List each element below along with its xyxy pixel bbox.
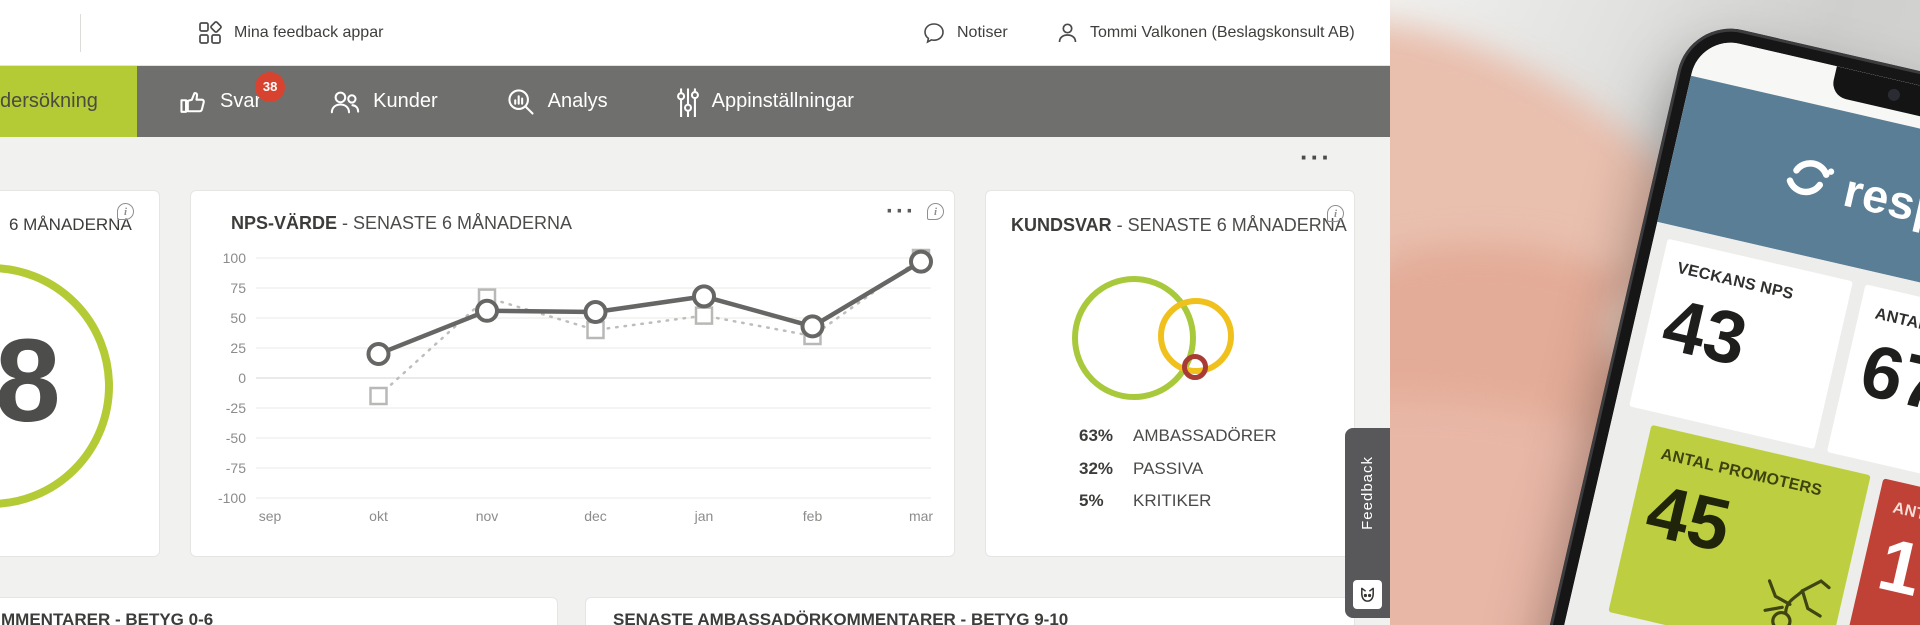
svg-text:75: 75 bbox=[230, 280, 246, 296]
responsr-swirl-icon bbox=[1776, 146, 1839, 213]
main-nav: dersökning Svar 38 bbox=[0, 66, 1390, 137]
nps-chart-card-title: NPS-VÄRDE - SENASTE 6 MÅNADERNA bbox=[231, 213, 572, 234]
user-name-label: Tommi Valkonen (Beslagskonsult AB) bbox=[1090, 24, 1355, 41]
svg-text:dec: dec bbox=[584, 508, 607, 524]
critic-comments-card-title: MMENTARER - BETYG 0-6 bbox=[1, 610, 214, 625]
ambassador-comments-card-title: SENASTE AMBASSADÖRKOMMENTARER - BETYG 9-… bbox=[613, 610, 1069, 625]
info-icon[interactable]: i bbox=[927, 203, 944, 220]
user-menu[interactable]: Tommi Valkonen (Beslagskonsult AB) bbox=[1056, 0, 1355, 66]
legend-row-ambassadorer: 63% AMBASSADÖRER bbox=[1079, 426, 1339, 446]
apps-grid-icon bbox=[197, 20, 223, 46]
legend-row-passiva: 32% PASSIVA bbox=[1079, 459, 1339, 479]
svg-text:-50: -50 bbox=[226, 430, 246, 446]
svg-text:50: 50 bbox=[230, 310, 246, 326]
analytics-magnifier-icon bbox=[506, 87, 536, 117]
critic-comments-card: MMENTARER - BETYG 0-6 bbox=[0, 597, 558, 625]
customers-icon bbox=[329, 88, 361, 116]
phone-screen: responsr VECKANS NPS 43 ANTAL 67 bbox=[1526, 34, 1920, 625]
nps-line-chart: 100 75 50 25 0 -25 -50 -75 -100 sep okt nov dec jan fe… bbox=[218, 248, 933, 524]
legend-label: AMBASSADÖRER bbox=[1133, 426, 1277, 445]
nps-chart-title-rest: - SENASTE 6 MÅNADERNA bbox=[337, 213, 573, 233]
nps-chart-card: 100 75 50 25 0 -25 -50 -75 -100 sep okt nov dec jan fe… bbox=[190, 190, 955, 557]
legend-pct: 32% bbox=[1079, 459, 1114, 478]
svg-text:25: 25 bbox=[230, 340, 246, 356]
kundsvar-card-title: KUNDSVAR - SENASTE 6 MÅNADERNA bbox=[1011, 215, 1347, 236]
kundsvar-title-bold: KUNDSVAR bbox=[1011, 215, 1112, 235]
topbar-divider bbox=[80, 14, 81, 52]
svg-text:100: 100 bbox=[223, 250, 247, 266]
phone-mockup: responsr VECKANS NPS 43 ANTAL 67 bbox=[1510, 18, 1920, 625]
notifications-label: Notiser bbox=[957, 24, 1008, 41]
svar-count-badge: 38 bbox=[255, 71, 286, 102]
feedback-tab[interactable]: Feedback bbox=[1345, 428, 1390, 618]
svg-text:nov: nov bbox=[476, 508, 499, 524]
responsr-logo-text: responsr bbox=[1839, 162, 1920, 261]
phone-app-header: responsr bbox=[1657, 75, 1920, 333]
speech-bubble-icon bbox=[922, 21, 946, 45]
chart-more-options-icon[interactable]: ··· bbox=[886, 198, 916, 225]
svg-text:-25: -25 bbox=[226, 400, 246, 416]
info-icon[interactable]: i bbox=[117, 203, 134, 220]
svg-text:-100: -100 bbox=[218, 490, 246, 506]
nav-tab-appinstallningar-label: Appinställningar bbox=[711, 90, 854, 112]
nav-tab-undersokning[interactable]: dersökning bbox=[0, 66, 137, 137]
svg-text:mar: mar bbox=[909, 508, 933, 524]
feedback-mascot-icon bbox=[1353, 580, 1382, 609]
phone-card-value: 16 bbox=[1871, 521, 1920, 622]
legend-label: KRITIKER bbox=[1133, 491, 1212, 510]
svg-text:sep: sep bbox=[259, 508, 282, 524]
phone-card-promoters: ANTAL PROMOTERS 45 bbox=[1608, 424, 1871, 625]
svg-text:okt: okt bbox=[369, 508, 388, 524]
my-feedback-apps-label: Mina feedback appar bbox=[234, 24, 384, 41]
svg-text:feb: feb bbox=[803, 508, 823, 524]
nps-chart-title-bold: NPS-VÄRDE bbox=[231, 213, 338, 233]
nav-tab-svar[interactable]: Svar 38 bbox=[178, 71, 286, 116]
info-icon[interactable]: i bbox=[1327, 205, 1344, 222]
legend-pct: 5% bbox=[1079, 491, 1104, 510]
feedback-tab-label: Feedback bbox=[1359, 456, 1376, 530]
svg-text:jan: jan bbox=[694, 508, 714, 524]
notifications-button[interactable]: Notiser bbox=[922, 0, 1008, 66]
kundsvar-title-rest: - SENASTE 6 MÅNADERNA bbox=[1111, 215, 1347, 235]
nav-tab-appinstallningar[interactable]: Appinställningar bbox=[676, 87, 854, 117]
phone-app-body: VECKANS NPS 43 ANTAL 67 ANTAL PROMOTERS … bbox=[1526, 221, 1920, 625]
nps-score-card: 6 MÅNADERNA i 8 bbox=[0, 190, 160, 557]
nav-tab-analys[interactable]: Analys bbox=[506, 87, 608, 117]
person-icon bbox=[1056, 21, 1079, 45]
nav-tab-analys-label: Analys bbox=[547, 90, 608, 112]
camera-dot bbox=[1886, 87, 1902, 103]
legend-label: PASSIVA bbox=[1133, 459, 1204, 478]
nps-score-card-title: 6 MÅNADERNA bbox=[9, 215, 132, 234]
phone-card-veckans-nps: VECKANS NPS 43 bbox=[1629, 238, 1853, 449]
legend-row-kritiker: 5% KRITIKER bbox=[1079, 491, 1339, 511]
my-feedback-apps-button[interactable]: Mina feedback appar bbox=[197, 0, 383, 66]
phone-card-value: 67 bbox=[1853, 327, 1920, 428]
sliders-icon bbox=[676, 87, 700, 117]
kundsvar-card: KUNDSVAR - SENASTE 6 MÅNADERNA i 63% AMBA… bbox=[985, 190, 1355, 557]
venn-critics-circle bbox=[1182, 354, 1208, 380]
svg-text:0: 0 bbox=[238, 370, 246, 386]
nav-tab-undersokning-label: dersökning bbox=[0, 90, 98, 112]
nps-score-value: 8 bbox=[0, 315, 61, 447]
ambassador-comments-card: SENASTE AMBASSADÖRKOMMENTARER - BETYG 9-… bbox=[585, 597, 1355, 625]
nav-tab-kunder-label: Kunder bbox=[373, 90, 438, 112]
thumbs-up-icon bbox=[178, 88, 208, 116]
top-bar: Mina feedback appar Notiser Tommi Valkon… bbox=[0, 0, 1390, 66]
svg-text:-75: -75 bbox=[226, 460, 246, 476]
breakdancer-doodle bbox=[1733, 540, 1845, 625]
dashboard-more-options-icon[interactable]: ··· bbox=[1300, 142, 1332, 172]
promo-photo: responsr VECKANS NPS 43 ANTAL 67 bbox=[1390, 0, 1920, 625]
nav-tab-svar-label: Svar bbox=[220, 90, 262, 112]
nav-tab-kunder[interactable]: Kunder bbox=[329, 88, 438, 116]
legend-pct: 63% bbox=[1079, 426, 1114, 445]
